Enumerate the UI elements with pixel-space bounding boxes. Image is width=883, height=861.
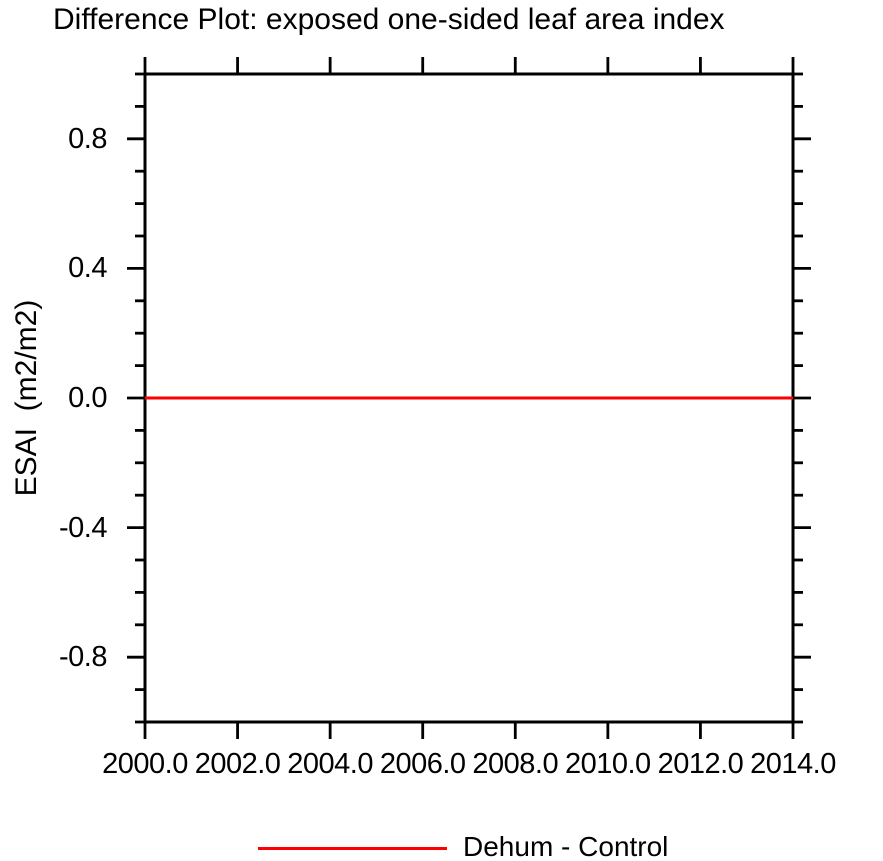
legend-label-dehum-control: Dehum - Control bbox=[463, 831, 669, 861]
y-tick-label: -0.4 bbox=[59, 511, 107, 544]
x-tick-label: 2014.0 bbox=[750, 748, 836, 780]
y-tick-label: 0.8 bbox=[68, 122, 107, 155]
x-tick-label: 2010.0 bbox=[564, 748, 651, 780]
x-tick-label: 2002.0 bbox=[194, 748, 281, 780]
x-tick-label: 2008.0 bbox=[472, 748, 559, 780]
y-tick-label: 0.4 bbox=[68, 252, 107, 285]
x-tick-label: 2012.0 bbox=[657, 748, 744, 780]
x-tick-label: 2004.0 bbox=[287, 748, 373, 780]
y-tick-label: -0.8 bbox=[59, 641, 107, 674]
x-tick-label: 2006.0 bbox=[379, 748, 466, 780]
y-tick-label: 0.0 bbox=[68, 382, 107, 414]
x-tick-label: 2000.0 bbox=[102, 748, 188, 780]
chart-title: Difference Plot: exposed one-sided leaf … bbox=[53, 3, 725, 36]
legend: Dehum - Control bbox=[0, 830, 883, 861]
legend-line-dehum-control bbox=[258, 847, 447, 850]
